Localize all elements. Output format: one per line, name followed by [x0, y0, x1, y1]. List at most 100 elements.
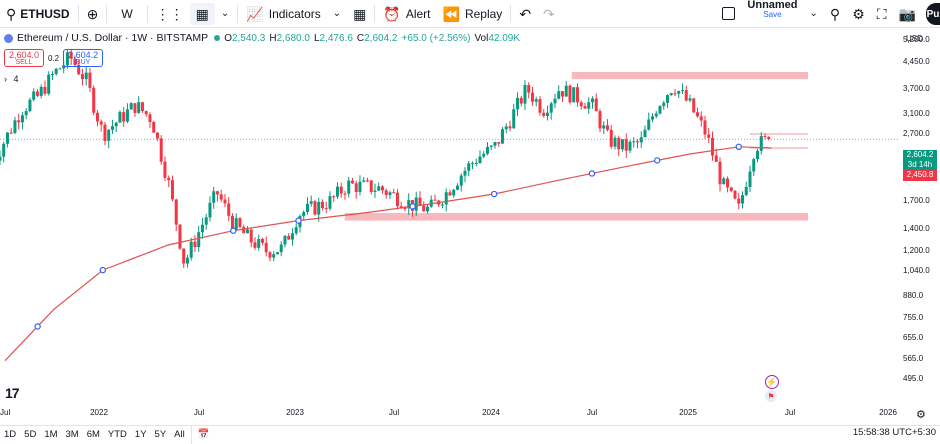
moving-average-line[interactable] [4, 146, 772, 362]
symbol-search[interactable]: ⚲ ETHUSD [0, 0, 76, 28]
spread-value: 0.2 [48, 53, 60, 63]
series-title[interactable]: Ethereum / U.S. Dollar · 1W · BITSTAMP [17, 32, 209, 44]
timeframe-1d[interactable]: 1D [4, 429, 17, 440]
ma-marker[interactable] [654, 157, 661, 164]
candle [257, 234, 261, 251]
candle [467, 160, 471, 177]
candle [39, 84, 43, 99]
candle [264, 236, 268, 257]
candle [227, 197, 231, 222]
candle [425, 204, 429, 214]
candle [590, 96, 594, 109]
publish-button[interactable]: Pu [926, 3, 940, 25]
compare-button[interactable]: ⊕ [81, 0, 105, 28]
chevron-down-icon: ⌄ [332, 7, 342, 19]
axis-settings-icon[interactable]: ⚙ [916, 409, 926, 421]
settings-button[interactable]: ⚙ [846, 0, 871, 28]
price-chart[interactable] [0, 28, 940, 425]
timeframe-ytd[interactable]: YTD [107, 429, 127, 440]
ma-marker[interactable] [230, 227, 237, 234]
candle [20, 112, 24, 130]
replay-button[interactable]: ⏪ Replay [437, 0, 509, 28]
candle [575, 83, 579, 107]
buy-button[interactable]: 2,604.2 BUY [63, 49, 104, 67]
open-key: O [224, 32, 232, 44]
support-zone[interactable] [344, 213, 808, 221]
ma-marker[interactable] [34, 323, 41, 330]
price-tick: 4,450.0 [903, 56, 930, 66]
snapshot-button[interactable]: 📷 [893, 0, 922, 28]
resistance-zone[interactable] [571, 72, 808, 80]
candle [125, 103, 129, 124]
open-value: 2,540.3 [231, 32, 266, 44]
timeframe-3m[interactable]: 3M [65, 429, 79, 440]
candle [384, 188, 388, 199]
candle [538, 95, 542, 116]
timeframe-1y[interactable]: 1Y [134, 429, 147, 440]
candle [557, 85, 561, 100]
bar-style-button[interactable]: ⋮⋮ [150, 0, 190, 28]
candle [343, 190, 347, 200]
candle [88, 68, 92, 92]
time-tick: 2025 [679, 408, 697, 417]
select-layout-checkbox[interactable] [716, 0, 741, 28]
candle [628, 140, 632, 154]
timeframe-5d[interactable]: 5D [24, 429, 37, 440]
timeframe-6m[interactable]: 6M [86, 429, 100, 440]
layouts-button[interactable]: ▦ [347, 0, 372, 28]
interval-label: W [121, 6, 133, 21]
top-toolbar: ⚲ ETHUSD ⊕ W ⋮⋮ ▦ ⌄ 📈 Indicators ⌄ ▦ ⏰ A… [0, 0, 940, 28]
time-tick: 2026 [879, 408, 897, 417]
candle [448, 189, 452, 196]
alert-button[interactable]: ⏰ Alert [377, 0, 436, 28]
candle [489, 144, 493, 151]
ma-marker[interactable] [588, 170, 596, 177]
candle [756, 148, 760, 163]
indicators-button[interactable]: 📈 Indicators [240, 0, 326, 28]
dividend-event-icon[interactable]: ⚡ [765, 375, 779, 389]
timeframe-all[interactable]: All [174, 429, 185, 440]
date-range-button[interactable]: 📅 [194, 429, 214, 440]
candle [185, 255, 189, 268]
fullscreen-button[interactable]: ⛶ [871, 0, 893, 28]
candle [43, 80, 47, 96]
redo-button[interactable]: ↷ [537, 0, 561, 28]
current-price-tag: 2,604.2 3d 14h [903, 150, 937, 171]
indicators-dropdown[interactable]: ⌄ [327, 0, 347, 28]
layout-name-button[interactable]: Unnamed Save [741, 0, 803, 28]
quick-search-button[interactable]: ⚲ [824, 0, 846, 28]
candle [508, 120, 512, 132]
ma-marker[interactable] [99, 266, 107, 274]
candle [129, 101, 133, 110]
indicators-icon: 📈 [246, 5, 264, 22]
chart-type-dropdown[interactable]: ⌄ [215, 0, 235, 28]
ma-marker[interactable] [295, 217, 302, 224]
candle [268, 251, 272, 262]
candle [519, 95, 523, 107]
volume-value: 42.09K [488, 32, 521, 44]
indicators-collapse-toggle[interactable]: › 4 [4, 74, 19, 84]
currency-label[interactable]: USD [906, 34, 923, 43]
candle [17, 113, 21, 130]
layout-dropdown[interactable]: ⌄ [804, 0, 824, 28]
candle [140, 101, 144, 114]
candle [609, 125, 613, 149]
sell-button[interactable]: 2,604.0 SELL [4, 49, 44, 67]
candle [422, 201, 426, 212]
ma-marker[interactable] [490, 190, 498, 198]
price-tick: 755.0 [903, 312, 924, 322]
candles-style-button[interactable]: ▦ [189, 2, 215, 25]
timeframe-1m[interactable]: 1M [44, 429, 58, 440]
candle [485, 142, 489, 156]
economic-event-flag-icon[interactable]: ⚑ [765, 390, 777, 402]
timeframe-5y[interactable]: 5Y [154, 429, 167, 440]
ma-marker[interactable] [735, 143, 742, 151]
candle [110, 120, 114, 135]
price-tick: 3,100.0 [903, 109, 930, 119]
undo-button[interactable]: ↶ [513, 0, 537, 28]
candle [729, 186, 733, 193]
interval-button[interactable]: W [109, 0, 144, 28]
ma-marker[interactable] [409, 203, 416, 210]
gear-icon: ⚙ [852, 5, 865, 22]
clock[interactable]: 15:58:38 UTC+5:30 [852, 427, 936, 438]
